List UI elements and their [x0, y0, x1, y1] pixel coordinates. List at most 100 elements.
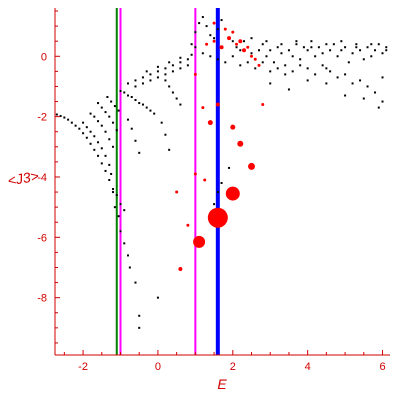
black-point	[359, 79, 362, 82]
black-point	[128, 266, 131, 269]
black-point	[112, 121, 115, 124]
black-point	[280, 43, 283, 46]
red-point	[230, 124, 236, 130]
red-point	[175, 190, 179, 194]
black-point	[168, 61, 171, 64]
red-point	[231, 30, 235, 34]
y-tick-label: -4	[37, 172, 47, 184]
black-point	[194, 31, 197, 34]
black-point	[366, 46, 369, 49]
black-point	[201, 52, 204, 55]
black-point	[74, 124, 77, 127]
black-point	[123, 209, 126, 212]
black-point	[366, 85, 369, 88]
black-point	[284, 73, 287, 76]
black-point	[295, 43, 298, 46]
black-point	[344, 94, 347, 97]
black-point	[287, 88, 290, 91]
black-point	[134, 85, 137, 88]
black-point	[291, 70, 294, 73]
black-point	[370, 43, 373, 46]
black-point	[269, 49, 272, 52]
black-point	[156, 65, 159, 68]
black-point	[104, 154, 107, 157]
black-point	[362, 97, 365, 100]
black-point	[100, 124, 103, 127]
red-point	[186, 223, 190, 227]
black-point	[239, 49, 242, 52]
black-point	[216, 58, 219, 61]
black-point	[85, 126, 88, 129]
black-point	[97, 102, 100, 105]
black-point	[198, 22, 201, 25]
black-point	[179, 67, 182, 70]
black-point	[59, 115, 62, 118]
black-point	[250, 52, 253, 55]
red-point	[207, 120, 213, 126]
black-point	[149, 109, 152, 112]
red-point	[246, 45, 250, 49]
red-point	[238, 39, 243, 44]
black-point	[194, 46, 197, 49]
black-point	[351, 52, 354, 55]
black-point	[119, 230, 122, 233]
axes: -2 0 2 4 6 0 -2 -4 -6 -8	[37, 8, 390, 373]
black-point	[359, 49, 362, 52]
black-point	[164, 133, 167, 136]
black-point	[280, 52, 283, 55]
black-point	[117, 109, 120, 112]
x-tick-label: 6	[379, 361, 385, 373]
black-point	[246, 61, 249, 64]
red-point	[219, 45, 224, 50]
black-point	[115, 129, 118, 132]
black-point	[145, 70, 148, 73]
black-point	[149, 79, 152, 82]
black-point	[186, 58, 189, 61]
black-point	[362, 58, 365, 61]
black-point	[306, 49, 309, 52]
black-point	[134, 79, 137, 82]
black-point	[287, 49, 290, 52]
black-point	[336, 55, 339, 58]
black-point	[171, 64, 174, 67]
black-point	[138, 326, 141, 329]
black-point	[63, 116, 66, 119]
black-point	[310, 46, 313, 49]
red-point	[193, 72, 197, 76]
red-point	[261, 103, 265, 107]
black-point	[138, 314, 141, 317]
black-point	[168, 85, 171, 88]
black-point	[314, 73, 317, 76]
black-point	[265, 40, 268, 43]
black-point	[284, 64, 287, 67]
x-ticks: -2 0 2 4 6	[63, 350, 386, 373]
black-point	[126, 118, 129, 121]
black-point	[156, 296, 159, 299]
black-point	[261, 61, 264, 64]
black-point	[186, 64, 189, 67]
black-point	[269, 82, 272, 85]
black-point	[108, 178, 111, 181]
black-point	[231, 55, 234, 58]
black-point	[306, 79, 309, 82]
black-point	[201, 16, 204, 19]
black-point	[377, 43, 380, 46]
black-point	[123, 91, 126, 94]
black-point	[156, 76, 159, 79]
black-point	[299, 64, 302, 67]
red-point	[201, 106, 205, 110]
data-points	[55, 16, 388, 329]
red-point	[212, 39, 216, 43]
black-point	[70, 121, 73, 124]
black-point	[325, 82, 328, 85]
black-point	[78, 127, 81, 130]
black-point	[381, 76, 384, 79]
black-point	[113, 206, 116, 209]
black-point	[119, 203, 122, 206]
y-tick-label: -8	[37, 293, 47, 305]
black-point	[291, 55, 294, 58]
black-point	[108, 138, 111, 141]
red-point	[227, 36, 232, 41]
black-point	[344, 73, 347, 76]
